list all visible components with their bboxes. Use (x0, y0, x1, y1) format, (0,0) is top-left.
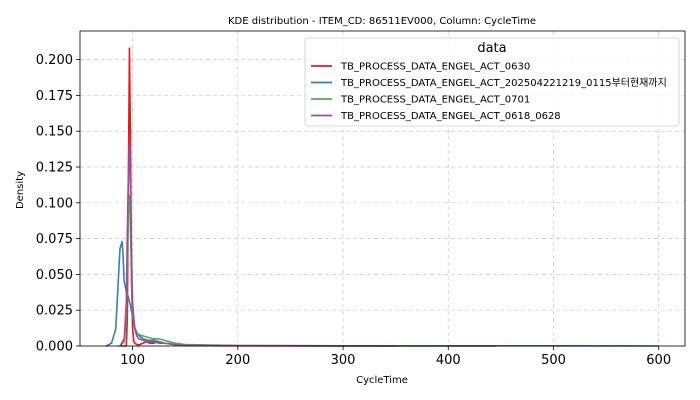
series-line-4 (119, 141, 397, 347)
y-tick-label: 0.050 (36, 268, 73, 283)
y-tick-label: 0.125 (36, 161, 73, 176)
y-tick-label: 0.200 (36, 53, 73, 68)
y-tick-label: 0.075 (36, 232, 73, 247)
legend-title: data (477, 41, 506, 56)
x-tick-label: 300 (331, 353, 356, 368)
plot-frame (79, 30, 686, 347)
x-tick-label: 500 (541, 353, 566, 368)
y-axis-title: Density (15, 171, 26, 209)
x-tick-label: 400 (436, 353, 461, 368)
y-tick-label: 0.175 (36, 89, 73, 104)
legend-label-2: TB_PROCESS_DATA_ENGEL_ACT_202504221219_0… (340, 77, 667, 89)
x-axis-ticks: 100 200 300 400 500 600 (120, 346, 671, 368)
x-tick-label: 100 (120, 353, 145, 368)
y-tick-label: 0.000 (36, 340, 73, 355)
chart-title: KDE distribution - ITEM_CD: 86511EV000, … (228, 16, 536, 27)
legend-label-1: TB_PROCESS_DATA_ENGEL_ACT_0630 (340, 62, 530, 73)
series-line-2 (105, 240, 660, 347)
y-tick-label: 0.025 (36, 304, 73, 319)
legend-entries: TB_PROCESS_DATA_ENGEL_ACT_0630 TB_PROCESS… (311, 62, 667, 122)
x-tick-label: 600 (646, 353, 671, 368)
legend-box (304, 37, 680, 127)
legend: data TB_PROCESS_DATA_ENGEL_ACT_0630TB_PR… (304, 37, 680, 127)
x-axis-title: CycleTime (356, 375, 408, 386)
x-tick-label: 200 (225, 353, 250, 368)
y-axis-ticks: 0.000 0.025 0.050 0.075 0.100 0.125 0.150 0.175… (36, 53, 80, 355)
legend-label-4: TB_PROCESS_DATA_ENGEL_ACT_0618_0628 (340, 111, 561, 122)
y-tick-label: 0.150 (36, 125, 73, 140)
series-line-3 (119, 194, 450, 347)
y-tick-label: 0.100 (36, 196, 73, 211)
legend-label-3: TB_PROCESS_DATA_ENGEL_ACT_0701 (340, 95, 530, 106)
